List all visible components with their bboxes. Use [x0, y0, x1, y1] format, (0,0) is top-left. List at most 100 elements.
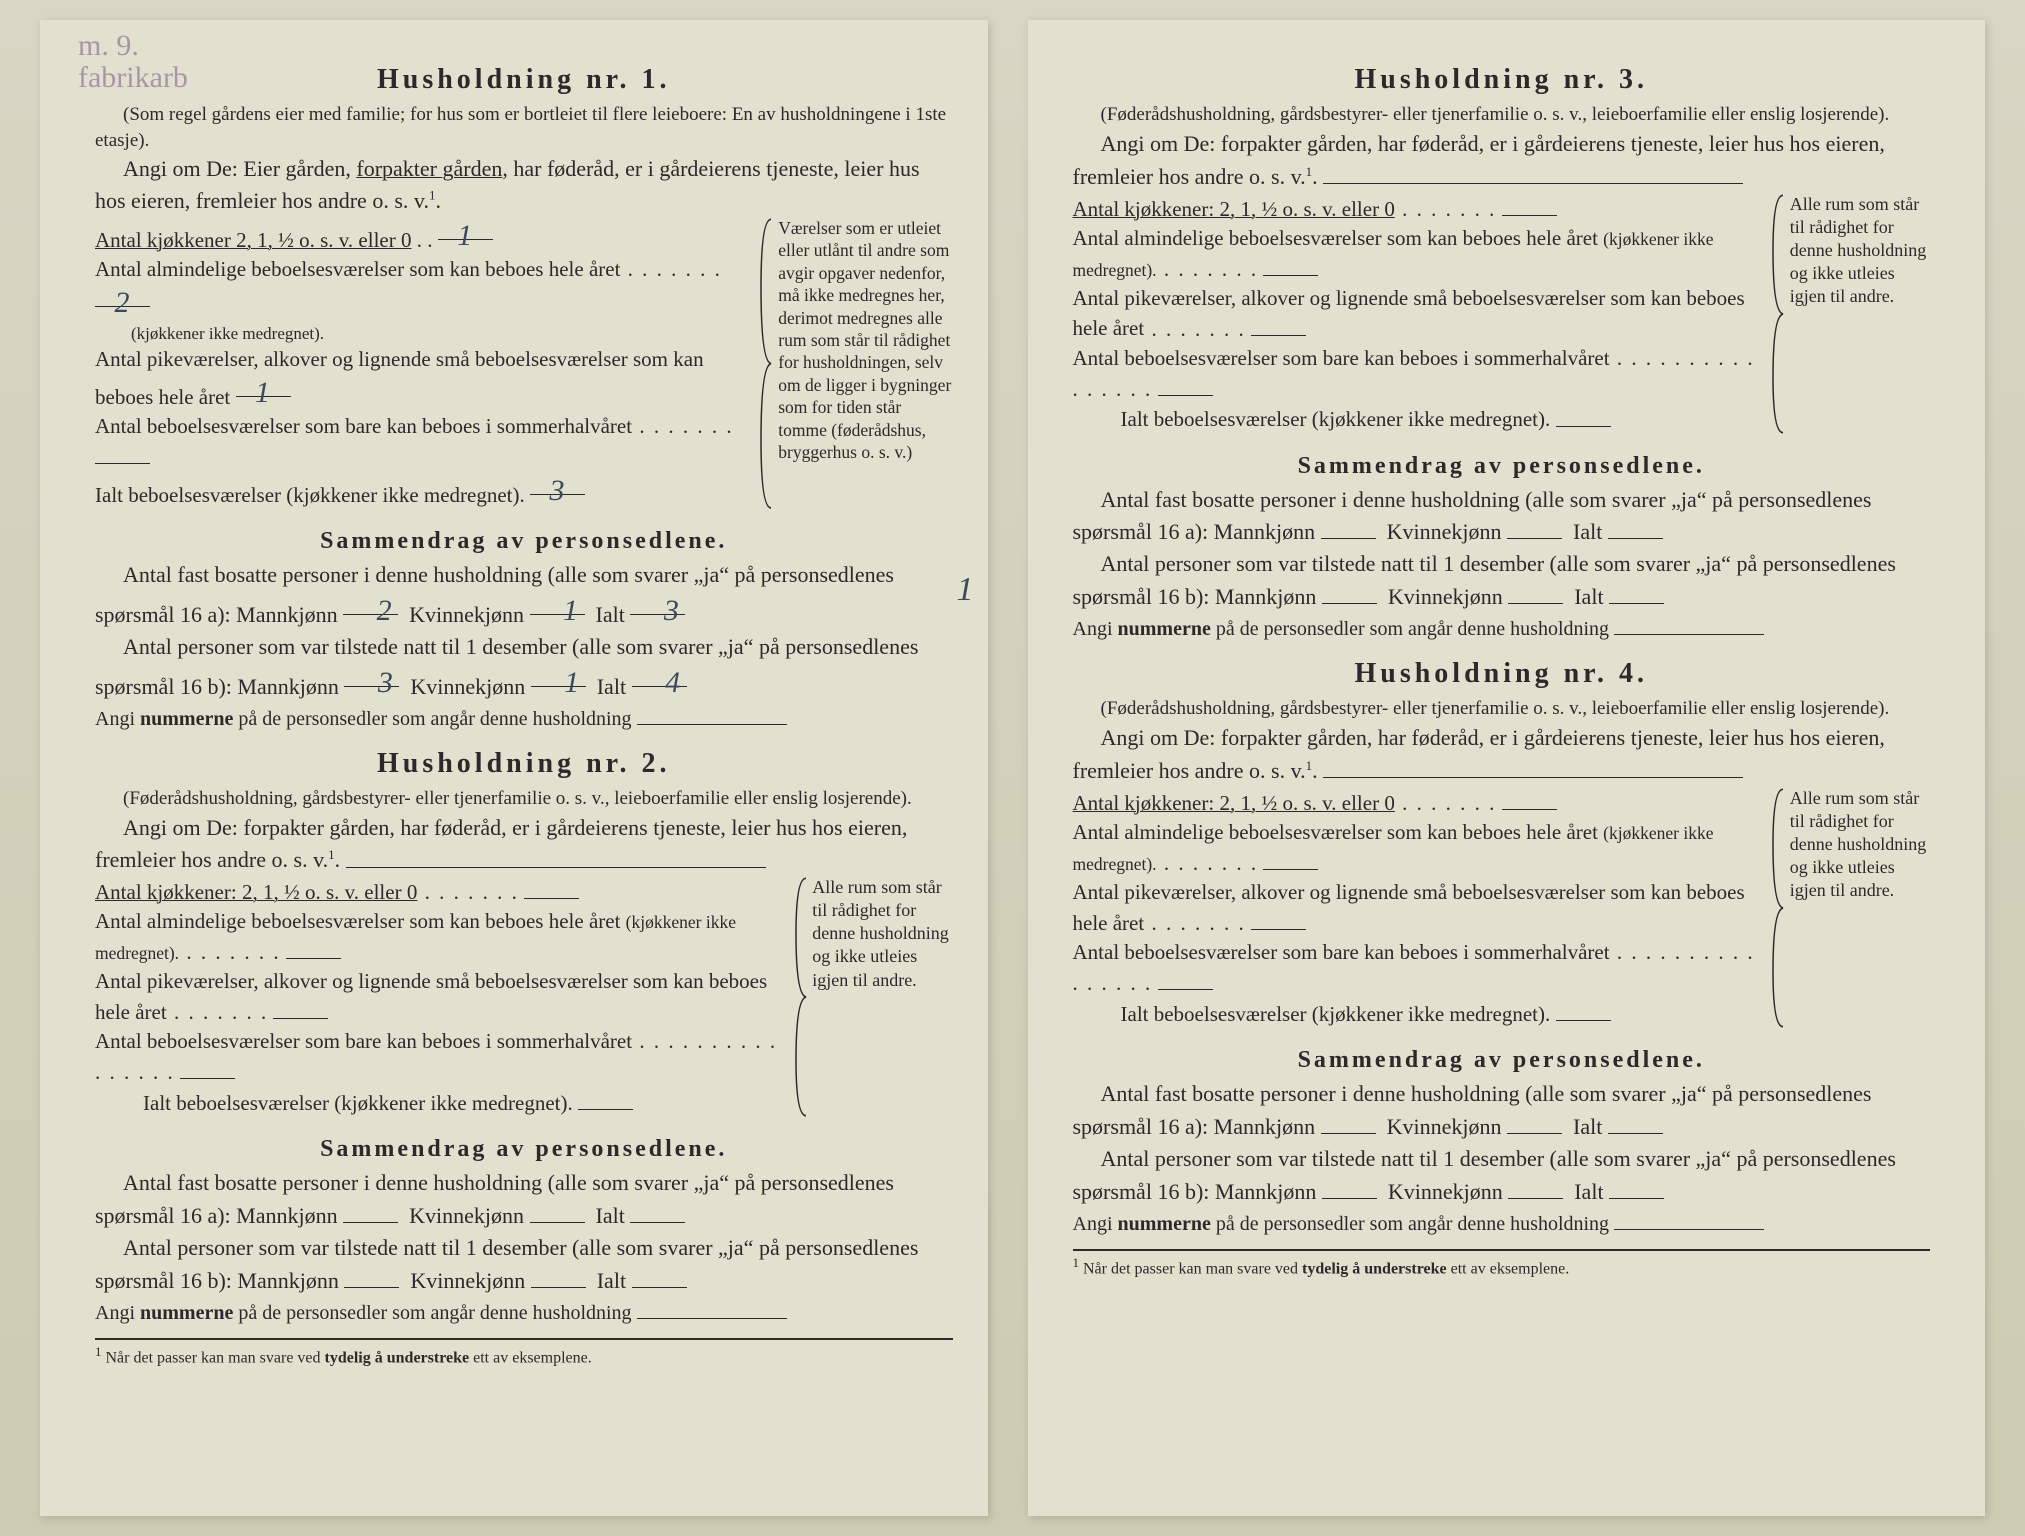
hh3-angi: Angi om De: forpakter gården, har føderå…: [1073, 128, 1931, 193]
hh2-pike-value[interactable]: [273, 996, 328, 1019]
label-mannkjonn: Mannkjønn: [236, 602, 337, 627]
hh1-alm-line: Antal almindelige beboelsesværelser som …: [95, 255, 751, 345]
bold-nummerne: nummerne: [140, 1302, 233, 1324]
hh4-alm-value[interactable]: [1263, 847, 1318, 870]
hh2-subtitle: (Føderådshusholdning, gårdsbestyrer- ell…: [95, 786, 953, 812]
hh1-til-i[interactable]: 4: [632, 663, 687, 687]
label-ialt: Ialt: [1573, 1114, 1602, 1139]
hh2-fast: Antal fast bosatte personer i denne hush…: [95, 1167, 953, 1232]
hh4-num-value[interactable]: [1614, 1208, 1764, 1230]
hh1-kitchen-value[interactable]: 1: [438, 217, 493, 240]
footnote-marker: 1: [95, 1344, 102, 1359]
brace-icon: [1771, 193, 1782, 435]
hh2-fast-k[interactable]: [530, 1199, 585, 1223]
hh3-fast: Antal fast bosatte personer i denne hush…: [1073, 484, 1931, 549]
hh2-til-m[interactable]: [344, 1264, 399, 1288]
hh2-kitchen-value[interactable]: [524, 876, 579, 899]
hh1-margin-hw: 1: [929, 565, 975, 614]
hh3-num-line: Angi nummerne på de personsedler som ang…: [1073, 613, 1931, 644]
hh4-kitchen-label: Antal kjøkkener: 2, 1, ½ o. s. v. eller …: [1073, 791, 1395, 815]
hh4-sommer-value[interactable]: [1158, 967, 1213, 990]
footnote-bold: tydelig å understreke: [1302, 1260, 1447, 1277]
hh4-kitchen-value[interactable]: [1502, 787, 1557, 810]
hh4-til-k[interactable]: [1508, 1175, 1563, 1199]
brace-icon: [794, 876, 805, 1118]
hh1-alm-note: (kjøkkener ikke medregnet).: [95, 322, 751, 345]
hh2-alm-value[interactable]: [286, 936, 341, 959]
hh2-til-i[interactable]: [632, 1264, 687, 1288]
hh1-ialt-value[interactable]: 3: [530, 472, 585, 495]
hh1-til-k[interactable]: 1: [531, 663, 586, 687]
hh2-tilstede: Antal personer som var tilstede natt til…: [95, 1232, 953, 1297]
label-mannkjonn: Mannkjønn: [236, 1203, 337, 1228]
hh1-fast-i[interactable]: 3: [630, 591, 685, 615]
hh3-fast-m[interactable]: [1321, 515, 1376, 539]
hh3-num-value[interactable]: [1614, 613, 1764, 635]
hh1-pike-value[interactable]: 1: [236, 374, 291, 397]
hh1-subtitle: (Som regel gårdens eier med familie; for…: [95, 102, 953, 153]
hh3-fast-k[interactable]: [1507, 515, 1562, 539]
hh3-alm-value[interactable]: [1263, 253, 1318, 276]
hh2-fast-i[interactable]: [630, 1199, 685, 1223]
hh4-title: Husholdning nr. 4.: [1073, 658, 1931, 690]
label-mannkjonn: Mannkjønn: [1214, 519, 1315, 544]
hh4-ialt-value[interactable]: [1556, 998, 1611, 1021]
bold-nummerne: nummerne: [1118, 1213, 1211, 1235]
hh4-angi-value[interactable]: [1323, 754, 1743, 778]
hh1-angi-pre: Angi om De: Eier gården,: [123, 156, 356, 181]
label-kvinnekjonn: Kvinnekjønn: [1387, 519, 1502, 544]
hh3-kitchen-value[interactable]: [1502, 193, 1557, 216]
hh2-sommer-label: Antal beboelsesværelser som bare kan beb…: [95, 1029, 632, 1053]
hh2-sidenote: Alle rum som står til rådighet for denne…: [812, 876, 952, 1118]
label-kvinnekjonn: Kvinnekjønn: [1388, 1179, 1503, 1204]
hh2-sammen-title: Sammendrag av personsedlene.: [95, 1136, 953, 1163]
hh3-sammen-title: Sammendrag av personsedlene.: [1073, 453, 1931, 480]
hh4-ialt-line: Ialt beboelsesværelser (kjøkkener ikke m…: [1073, 998, 1764, 1029]
footnote-bold: tydelig å understreke: [325, 1349, 470, 1366]
hh2-fast-m[interactable]: [343, 1199, 398, 1223]
hh4-num-line: Angi nummerne på de personsedler som ang…: [1073, 1208, 1931, 1239]
hh3-fast-i[interactable]: [1608, 515, 1663, 539]
hh4-til-i[interactable]: [1609, 1175, 1664, 1199]
hh3-angi-value[interactable]: [1323, 160, 1743, 184]
hh3-pike-value[interactable]: [1251, 312, 1306, 335]
label-ialt: Ialt: [597, 1268, 626, 1293]
hh3-sommer-value[interactable]: [1158, 372, 1213, 395]
hh2-title: Husholdning nr. 2.: [95, 748, 953, 780]
hh4-rooms-block: Antal kjøkkener: 2, 1, ½ o. s. v. eller …: [1073, 787, 1931, 1029]
hh4-kitchen-line: Antal kjøkkener: 2, 1, ½ o. s. v. eller …: [1073, 787, 1764, 818]
hh3-ialt-value[interactable]: [1556, 403, 1611, 426]
hh2-kitchen-line: Antal kjøkkener: 2, 1, ½ o. s. v. eller …: [95, 876, 786, 907]
hand-annotation: m. 9. fabrikarb: [78, 30, 188, 93]
hh3-til-i[interactable]: [1609, 580, 1664, 604]
hh3-til-k[interactable]: [1508, 580, 1563, 604]
hh4-fast-k[interactable]: [1507, 1110, 1562, 1134]
hh4-fast-i[interactable]: [1608, 1110, 1663, 1134]
page-spread: m. 9. fabrikarb Husholdning nr. 1. (Som …: [0, 0, 2025, 1536]
hh4-pike-value[interactable]: [1251, 907, 1306, 930]
hh1-num-value[interactable]: [637, 703, 787, 725]
hh1-sommer-line: Antal beboelsesværelser som bare kan be­…: [95, 412, 751, 472]
hh4-alm-line: Antal almindelige beboelsesværelser som …: [1073, 818, 1764, 878]
hh2-til-k[interactable]: [531, 1264, 586, 1288]
hh1-til-m[interactable]: 3: [344, 663, 399, 687]
label-mannkjonn: Mannkjønn: [1215, 584, 1316, 609]
hh2-sommer-value[interactable]: [180, 1056, 235, 1079]
footnote-marker: 1: [1073, 1255, 1080, 1270]
hh2-sommer-line: Antal beboelsesværelser som bare kan beb…: [95, 1027, 786, 1087]
hh3-til-m[interactable]: [1322, 580, 1377, 604]
hh2-angi-value[interactable]: [346, 843, 766, 867]
hh1-sommer-value[interactable]: [95, 441, 150, 464]
hh4-til-m[interactable]: [1322, 1175, 1377, 1199]
hh4-fast-m[interactable]: [1321, 1110, 1376, 1134]
brace-icon: [759, 217, 770, 510]
hh2-ialt-value[interactable]: [578, 1087, 633, 1110]
hh1-fast: Antal fast bosatte personer i denne hush…: [95, 559, 953, 631]
hh1-fast-k[interactable]: 1: [530, 591, 585, 615]
hh1-alm-value[interactable]: 2: [95, 284, 150, 307]
hh1-pike-line: Antal pikeværelser, alkover og lignende …: [95, 345, 751, 412]
hh2-num-value[interactable]: [637, 1297, 787, 1319]
hh1-angi: Angi om De: Eier gården, forpakter gårde…: [95, 153, 953, 217]
hh4-sidenote: Alle rum som står til rådighet for denne…: [1790, 787, 1930, 1029]
hh1-fast-m[interactable]: 2: [343, 591, 398, 615]
